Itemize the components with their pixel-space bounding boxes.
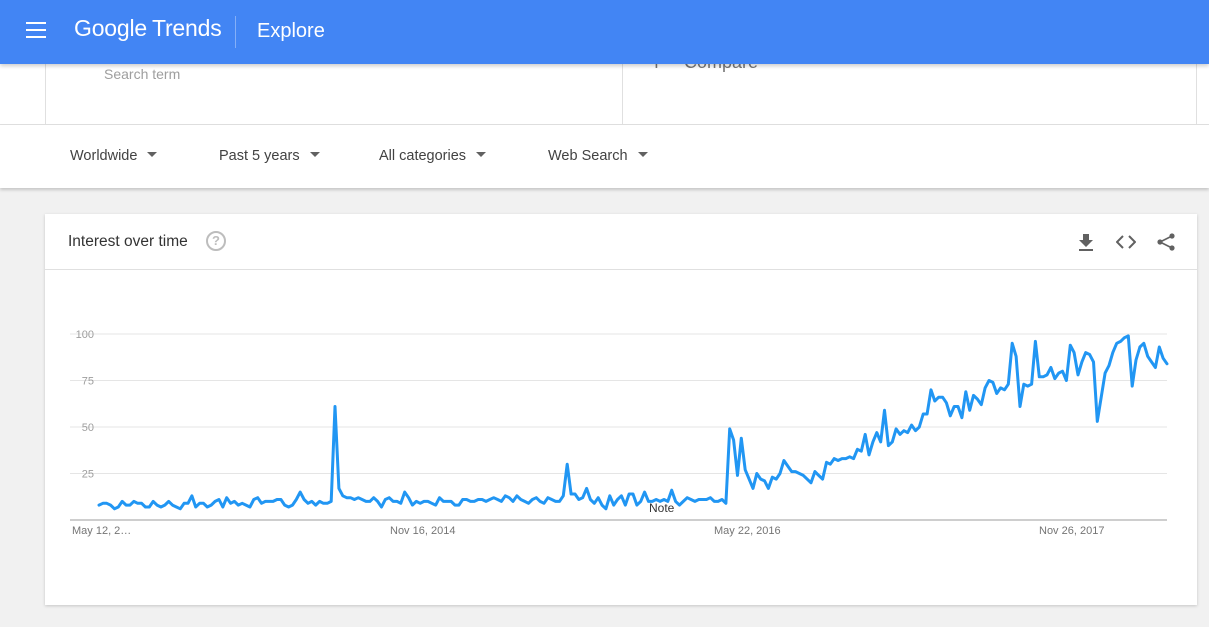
search-term-input[interactable]: Search term: [104, 66, 181, 82]
top-app-bar: Google Trends Explore: [0, 0, 1209, 64]
y-tick-label: 50: [82, 422, 94, 434]
logo-google: Google: [74, 15, 147, 41]
category-dropdown[interactable]: All categories: [379, 148, 487, 164]
page-title: Explore: [257, 20, 325, 42]
search-type-dropdown[interactable]: Web Search: [548, 148, 648, 164]
x-tick-label: Nov 16, 2014: [390, 525, 455, 537]
y-tick-label: 75: [82, 376, 94, 388]
add-icon[interactable]: +: [650, 64, 663, 76]
search-divider: [0, 124, 1209, 125]
region-dropdown[interactable]: Worldwide: [70, 148, 158, 164]
interest-over-time-card: Interest over time ? 100 75 50 25 May 12, 2…: [45, 214, 1197, 605]
search-type-label: Web Search: [548, 148, 628, 164]
line-chart: 100 75 50 25 May 12, 2… Nov 16, 2014 May 22, …: [70, 329, 1169, 537]
gridlines: [70, 333, 1167, 474]
help-icon[interactable]: ?: [206, 231, 226, 251]
logo-trends: Trends: [151, 15, 222, 41]
filter-bar: Worldwide Past 5 years All categories We…: [0, 125, 1209, 188]
note-annotation[interactable]: Note: [649, 501, 675, 515]
download-icon[interactable]: [1076, 233, 1096, 251]
dropdown-arrow-icon: [637, 151, 648, 157]
x-tick-label: May 12, 2…: [72, 525, 131, 537]
chart-area: 100 75 50 25 May 12, 2… Nov 16, 2014 May 22, …: [45, 270, 1197, 605]
dropdown-arrow-icon: [309, 151, 320, 157]
embed-code-icon[interactable]: [1116, 233, 1136, 251]
compare-box[interactable]: + Compare: [621, 64, 1197, 125]
x-tick-label: Nov 26, 2017: [1039, 525, 1104, 537]
header-divider: [235, 16, 236, 48]
card-divider: [45, 269, 1197, 270]
time-range-label: Past 5 years: [219, 148, 300, 164]
series-line[interactable]: [97, 334, 1169, 511]
time-range-dropdown[interactable]: Past 5 years: [219, 148, 320, 164]
y-axis-ticks: 100 75 50 25: [76, 329, 94, 481]
google-trends-logo[interactable]: Google Trends: [74, 15, 222, 42]
x-axis-ticks: May 12, 2… Nov 16, 2014 May 22, 2016 Nov 26…: [72, 525, 1104, 537]
y-tick-label: 25: [82, 469, 94, 481]
category-label: All categories: [379, 148, 467, 164]
region-label: Worldwide: [70, 148, 138, 164]
share-icon[interactable]: [1156, 233, 1176, 251]
dropdown-arrow-icon: [476, 151, 487, 157]
search-panel: Search term + Compare: [0, 64, 1209, 125]
search-term-box[interactable]: Search term: [45, 64, 623, 125]
hamburger-menu-icon[interactable]: [26, 22, 46, 38]
card-title: Interest over time: [68, 233, 188, 250]
dropdown-arrow-icon: [147, 151, 158, 157]
x-tick-label: May 22, 2016: [714, 525, 781, 537]
compare-label[interactable]: Compare: [684, 64, 758, 73]
y-tick-label: 100: [76, 329, 94, 341]
